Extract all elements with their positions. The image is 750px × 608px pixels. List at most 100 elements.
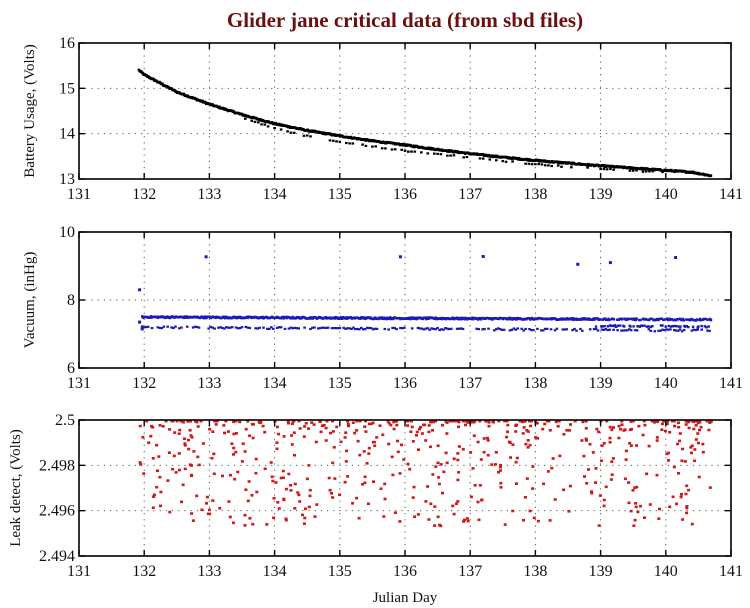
data-point [685,506,689,510]
data-point [495,159,498,162]
y-tick-label: 16 [59,35,75,52]
data-point [681,518,685,521]
data-point [616,318,619,321]
data-point [486,436,489,440]
data-point [234,419,238,423]
data-point [522,518,525,522]
data-point [707,428,711,432]
data-point [628,328,631,331]
data-point [511,509,515,513]
data-point [475,327,478,330]
data-point [644,318,648,321]
data-point [178,327,181,330]
data-point [390,148,394,151]
data-point [243,450,247,453]
data-point [194,97,198,101]
data-point [356,327,359,331]
data-point [437,482,441,486]
data-point [194,420,197,423]
data-point [536,519,540,523]
data-point [631,419,635,423]
data-point [324,426,328,430]
data-point [695,318,699,321]
data-point [232,432,236,436]
data-point [387,442,391,446]
data-point [615,325,618,328]
data-point [632,524,636,527]
data-point [214,423,218,426]
data-point [441,491,444,495]
data-point [302,435,306,438]
data-point [328,488,332,492]
data-point [344,327,347,330]
data-point [571,317,574,320]
data-point [514,317,517,320]
data-point [553,329,557,332]
x-tick-label: 139 [589,563,613,580]
data-point [677,472,680,475]
data-point [159,490,163,494]
data-point [678,328,682,331]
data-point [383,497,387,501]
data-point [664,325,667,328]
data-point [312,423,316,426]
data-point [426,327,430,330]
data-point [223,315,226,318]
data-point [505,435,509,439]
data-point [436,444,440,448]
data-point [608,436,612,440]
data-point [473,484,477,487]
data-point [685,511,689,515]
data-point [183,467,187,471]
data-point [436,515,440,519]
data-point [499,463,503,467]
data-point [627,501,631,505]
data-point [507,316,510,320]
data-point [452,154,456,157]
data-point [434,465,438,468]
data-point [645,325,649,328]
data-point [666,318,670,322]
data-point [461,327,465,331]
data-point [395,328,398,331]
data-point [202,317,206,320]
data-point [646,318,649,321]
data-point [687,325,690,329]
data-point [476,500,480,504]
data-point [537,162,540,166]
data-point [498,328,502,331]
data-point [636,510,640,514]
data-point [400,148,403,151]
x-tick-label: 131 [67,563,91,580]
data-point [617,436,621,440]
data-point [436,152,439,155]
data-point [343,480,347,484]
data-point [320,424,324,427]
data-point [642,419,646,423]
axis-box [78,42,732,180]
data-point [505,419,509,423]
data-point [338,327,342,330]
data-point [251,522,255,526]
data-point [300,317,304,320]
data-point [390,455,394,459]
data-point [487,327,490,330]
data-point [698,317,702,321]
data-point [413,515,417,518]
data-point [451,316,455,319]
data-point [391,326,394,330]
data-point [643,423,647,427]
data-point [236,470,240,474]
data-point [494,463,497,466]
data-point [261,424,265,428]
data-point [456,500,460,503]
data-point [155,443,159,447]
data-point [617,424,621,428]
data-point [496,327,500,330]
data-point [550,466,554,470]
data-point [224,317,227,320]
data-point [437,476,441,479]
data-point [158,424,162,427]
data-point [506,430,509,434]
